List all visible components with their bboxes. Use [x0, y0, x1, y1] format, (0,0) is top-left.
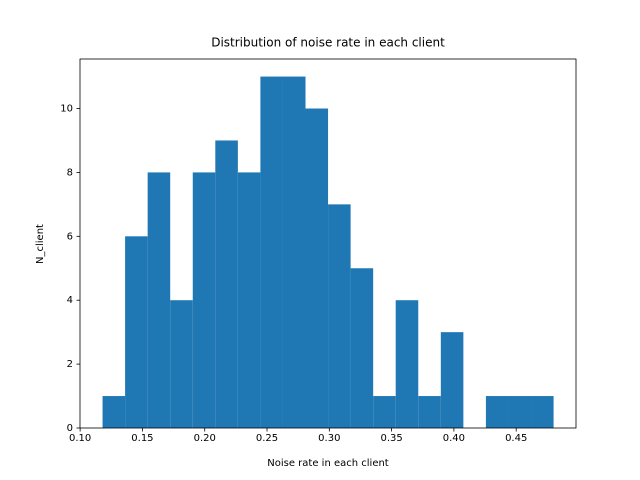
- bar: [508, 396, 532, 428]
- x-tick-label: 0.35: [380, 433, 402, 444]
- bar: [373, 396, 396, 428]
- y-tick-label: 10: [60, 104, 73, 115]
- x-tick-label: 0.25: [256, 433, 278, 444]
- x-tick-label: 0.30: [318, 433, 340, 444]
- bar: [282, 76, 306, 429]
- bar: [102, 396, 126, 428]
- x-tick-label: 0.20: [194, 433, 216, 444]
- bar: [305, 108, 329, 429]
- bar: [260, 76, 283, 429]
- y-tick-label: 6: [67, 231, 73, 242]
- y-tick-label: 2: [67, 359, 73, 370]
- y-axis-label: N_client: [35, 224, 46, 264]
- bar: [170, 300, 193, 428]
- bar: [350, 268, 374, 428]
- bar: [147, 172, 171, 428]
- y-tick-label: 4: [67, 295, 73, 306]
- x-axis-label: Noise rate in each client: [267, 458, 389, 469]
- bar: [485, 396, 509, 428]
- chart-title: Distribution of noise rate in each clien…: [211, 36, 445, 50]
- bar: [440, 332, 464, 428]
- bar: [237, 172, 261, 428]
- bar: [215, 140, 238, 428]
- bar: [125, 236, 148, 428]
- x-tick-label: 0.15: [131, 433, 153, 444]
- bar: [192, 172, 216, 428]
- axes-frame: [79, 58, 577, 429]
- bar: [531, 396, 554, 428]
- y-tick-label: 8: [67, 167, 73, 178]
- bar: [328, 204, 351, 428]
- x-tick-label: 0.45: [505, 433, 527, 444]
- x-tick-label: 0.10: [69, 433, 91, 444]
- y-tick-label: 0: [67, 423, 73, 434]
- bar: [418, 396, 441, 428]
- bar: [395, 300, 419, 428]
- x-tick-label: 0.40: [443, 433, 465, 444]
